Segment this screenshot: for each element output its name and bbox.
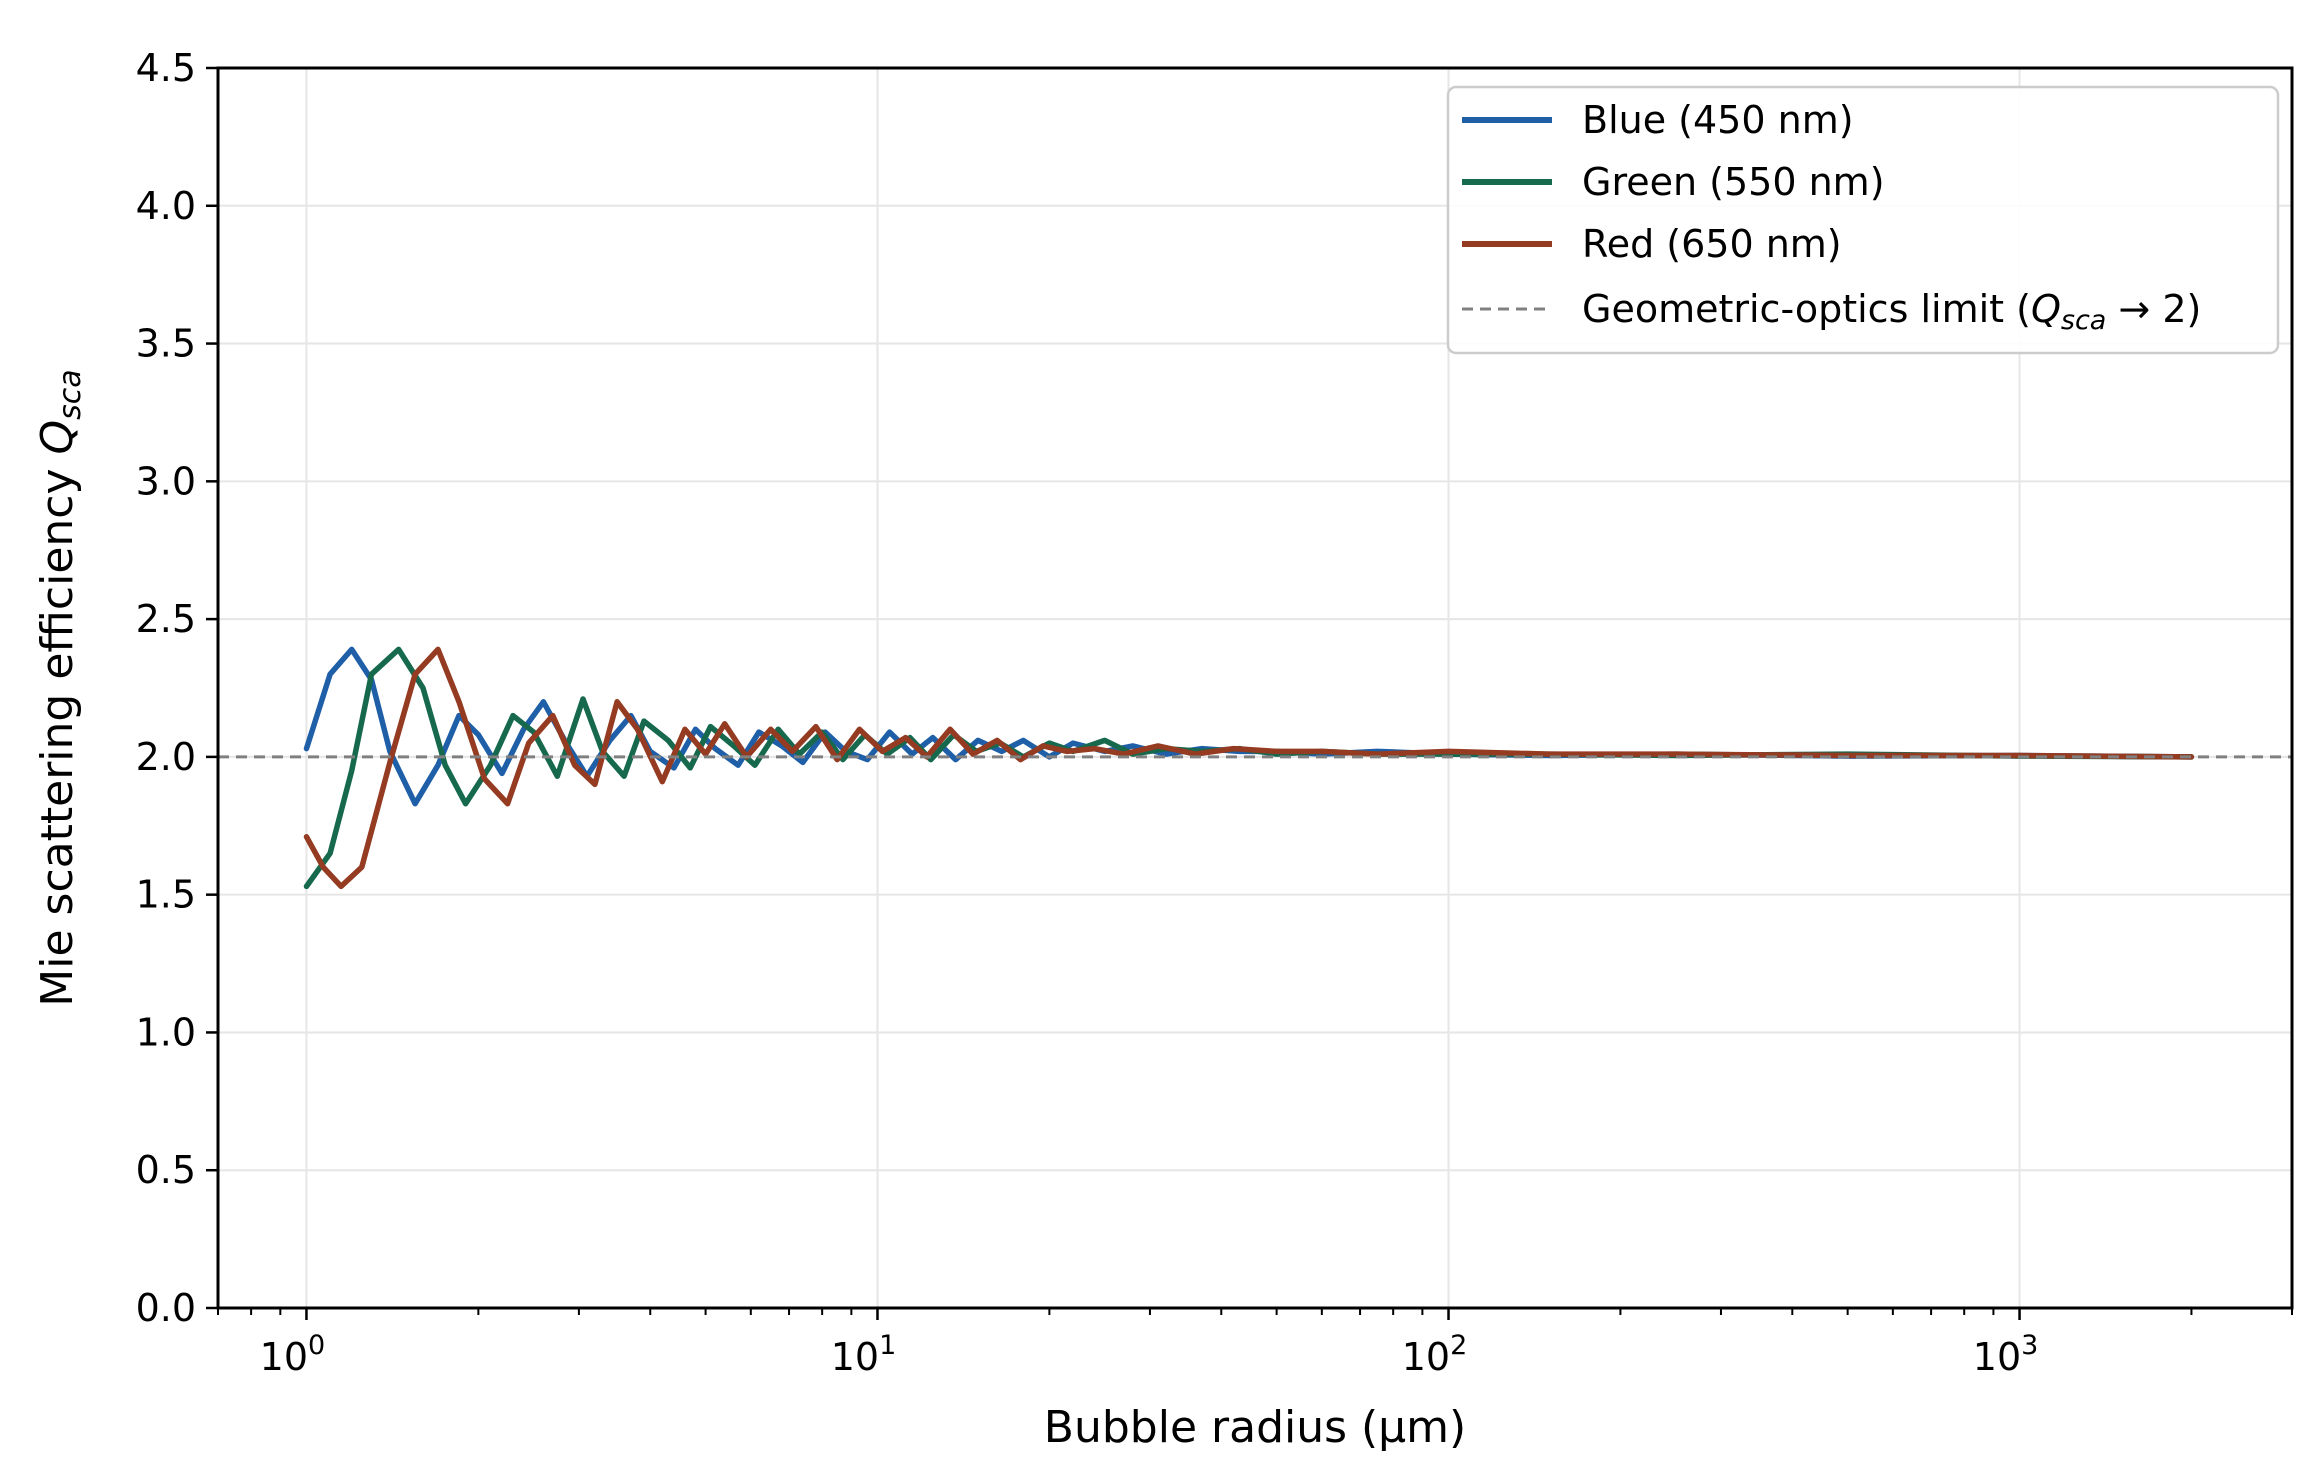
y-tick-label: 0.0 xyxy=(136,1286,196,1330)
x-tick-label-base: 10 xyxy=(1402,1335,1450,1379)
y-tick-label: 2.0 xyxy=(136,735,196,779)
y-tick-label: 1.5 xyxy=(136,873,196,917)
legend: Blue (450 nm) Green (550 nm) Red (650 nm… xyxy=(1446,85,2280,355)
y-tick-label: 1.0 xyxy=(136,1010,196,1054)
x-tick-label: 101 xyxy=(831,1330,897,1379)
y-tick-label: 0.5 xyxy=(136,1148,196,1192)
x-tick-label: 102 xyxy=(1402,1330,1468,1379)
legend-ref-symbol: Q xyxy=(2031,287,2061,331)
y-axis-title-text: Mie scattering efficiency xyxy=(32,454,83,1006)
x-tick-label-exponent: 0 xyxy=(308,1330,325,1361)
legend-label-reference: Geometric-optics limit (Qsca → 2) xyxy=(1582,287,2201,336)
y-tick-label: 4.0 xyxy=(136,184,196,228)
x-tick-label-base: 10 xyxy=(831,1335,879,1379)
legend-label-green: Green (550 nm) xyxy=(1582,160,1885,204)
legend-ref-suffix: → 2) xyxy=(2106,287,2201,331)
x-tick-label: 103 xyxy=(1973,1330,2039,1379)
y-axis-title-symbol: Q xyxy=(32,420,83,455)
series-lines xyxy=(303,646,2195,890)
legend-ref-subscript: sca xyxy=(2061,305,2106,336)
y-tick-label: 3.5 xyxy=(136,322,196,366)
y-tick-label: 2.5 xyxy=(136,597,196,641)
series-line-red xyxy=(303,646,2195,890)
y-tick-label: 3.0 xyxy=(136,459,196,503)
legend-ref-prefix: Geometric-optics limit ( xyxy=(1582,287,2031,331)
x-tick-label-exponent: 1 xyxy=(879,1330,896,1361)
legend-label-blue: Blue (450 nm) xyxy=(1582,98,1854,142)
x-tick-label-base: 10 xyxy=(260,1335,308,1379)
x-tick-label-exponent: 2 xyxy=(1450,1330,1467,1361)
plot-frame xyxy=(216,66,2294,1310)
axis-ticks xyxy=(206,66,2293,1320)
x-axis-title: Bubble radius (µm) xyxy=(1044,1402,1466,1453)
x-tick-label-exponent: 3 xyxy=(2021,1330,2038,1361)
x-tick-label-base: 10 xyxy=(1973,1335,2021,1379)
y-tick-label: 4.5 xyxy=(136,46,196,90)
legend-box xyxy=(1446,85,2280,355)
y-axis-title-subscript: sca xyxy=(53,369,88,420)
x-tick-label: 100 xyxy=(260,1330,326,1379)
y-axis-title: Mie scattering efficiency Qsca xyxy=(32,369,88,1006)
legend-label-red: Red (650 nm) xyxy=(1582,222,1842,266)
